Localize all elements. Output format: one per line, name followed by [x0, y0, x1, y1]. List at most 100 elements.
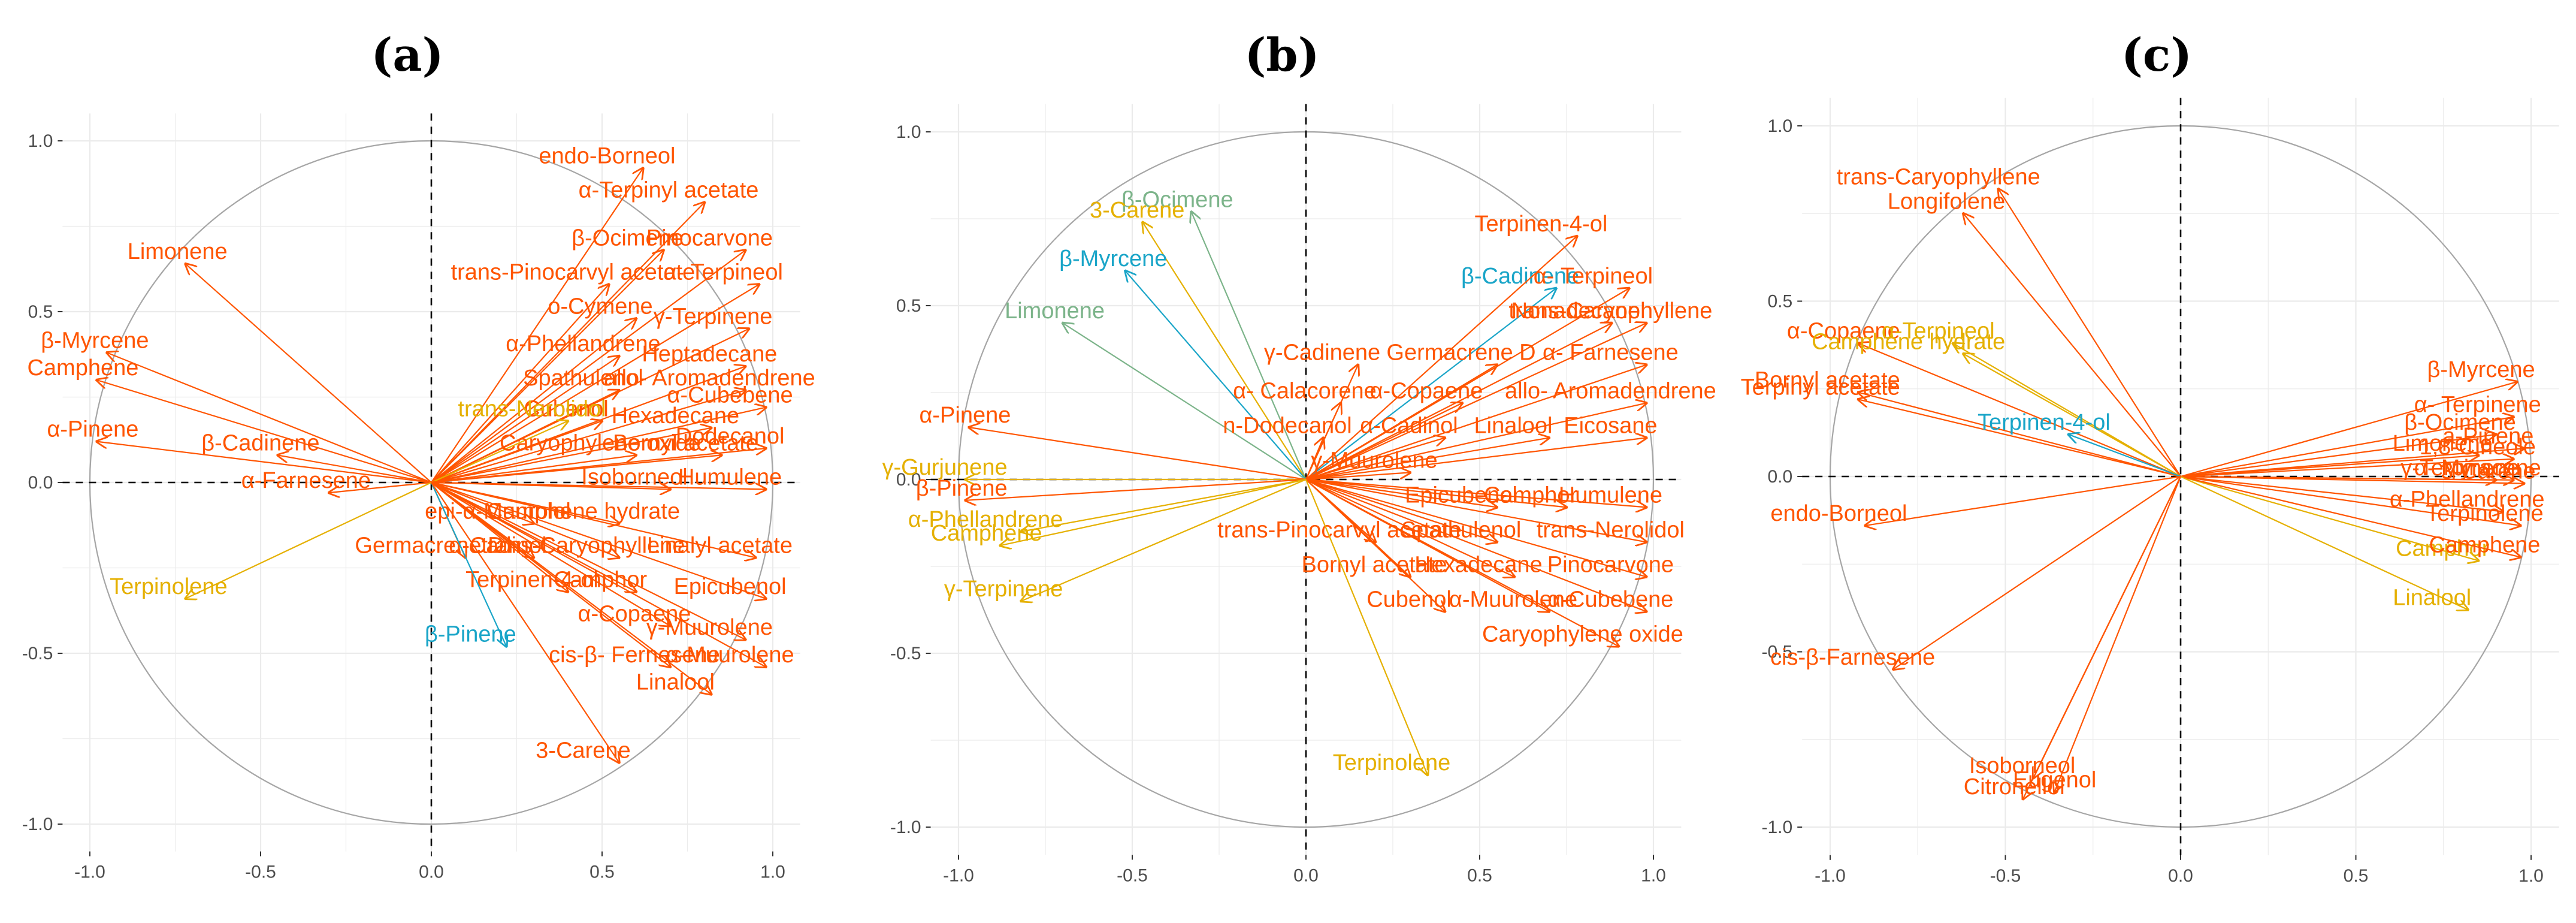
y-tick-label: -0.5 [22, 644, 53, 663]
vector-label: Terpinolene [2426, 501, 2543, 526]
vector-arrow [2180, 475, 2478, 560]
vector-label: 3-Carene [2441, 459, 2535, 484]
vector-arrow [966, 478, 1307, 500]
vector-arrow [1305, 479, 1619, 646]
vector-label: Linalool [636, 669, 715, 695]
vector-label: Camphor [2396, 536, 2490, 561]
vector-arrow [431, 481, 756, 557]
vector-label: Limonene [128, 239, 228, 264]
vector-label: α-Muurolene [666, 643, 794, 668]
vector-arrow [431, 421, 602, 484]
vector-label: α-Phellandrene [506, 331, 661, 357]
x-tick-label: -1.0 [1815, 866, 1846, 886]
vector-arrow [1305, 478, 1646, 507]
vector-arrow [1305, 438, 1646, 481]
vector-label: Camphene [931, 521, 1042, 546]
vector-arrow [1305, 478, 1646, 577]
vector-arrow [1305, 478, 1646, 542]
vector-label: 3-Carene [1090, 198, 1184, 223]
vector-arrow [431, 482, 670, 626]
vector-arrow [1305, 472, 1410, 481]
vector-label: Pinocarvone [1547, 552, 1674, 577]
y-tick-label: 0.0 [896, 470, 921, 490]
vector-arrow [431, 482, 745, 640]
vector-arrow [1125, 271, 1307, 480]
vector-arrow [431, 481, 766, 489]
vector-arrow [2180, 382, 2517, 478]
vector-label: Spathulenol [1401, 517, 1522, 542]
vector-label: α-Cubebene [1547, 587, 1673, 612]
panel-title: (a) [371, 28, 443, 82]
vector-label: Caryophylene oxide [500, 430, 701, 456]
vector-arrow [2069, 435, 2181, 478]
vector-label: Longifolene [1888, 189, 2006, 214]
vector-label: α-Pinene [47, 417, 138, 442]
vector-label: γ-Terpinene [944, 577, 1063, 602]
vector-arrow [1305, 288, 1556, 480]
vector-label: γ-Gurjunene [882, 455, 1007, 480]
vector-label: Terpinolene [1333, 750, 1450, 776]
vector-arrow [2023, 476, 2181, 799]
vector-arrow [1866, 475, 2181, 526]
vector-label: β-Myrcene [1059, 246, 1167, 272]
vector-label: endo-Borneol [539, 144, 675, 169]
vector-arrow [1305, 323, 1646, 480]
vector-label: Terpinen-4-ol [1978, 410, 2111, 435]
y-tick-label: 0.5 [28, 302, 53, 322]
vector-arrow [2180, 475, 2520, 557]
vector-arrow [431, 284, 609, 483]
vector-arrow [96, 380, 432, 484]
vector-arrow [329, 481, 432, 493]
vector-arrow [431, 448, 766, 484]
vector-label: α-Pinene [919, 403, 1011, 428]
vector-arrow [431, 168, 643, 483]
vector-label: Cubenol [524, 396, 609, 421]
vector-arrow [1305, 478, 1567, 507]
vector-arrow [1305, 236, 1577, 480]
vector-arrow [431, 390, 619, 483]
vector-label: α-Terpineol [1882, 319, 1995, 344]
vector-label: trans-Nerolidol [1537, 517, 1685, 542]
vector-label: β-Myrcene [41, 328, 149, 353]
x-tick-label: -1.0 [943, 865, 974, 885]
vector-arrow [1305, 438, 1445, 481]
x-tick-label: 0.5 [1467, 865, 1492, 885]
vector-arrow [1305, 365, 1646, 481]
vector-label: γ-Muurolene [1311, 448, 1437, 473]
vector-arrow [186, 482, 432, 599]
vector-label: β-Pinene [916, 476, 1008, 501]
vector-label: Eugenol [2013, 768, 2096, 793]
y-tick-label: 1.0 [896, 122, 921, 142]
vector-arrow [1000, 478, 1307, 545]
vector-arrow [2180, 456, 2478, 478]
x-tick-label: 0.0 [2168, 866, 2193, 886]
vector-arrow [1963, 354, 2181, 477]
chart-0-svg: -1.0 -0.5 0.0 0.5 1.0 -1.0 -0.5 0.0 0.5 1.0 (a) end… [22, 28, 815, 882]
vector-label: Camphene [27, 355, 138, 381]
vector-arrow [1142, 222, 1307, 480]
vector-arrow [1305, 478, 1497, 507]
panel-title: (b) [1244, 28, 1319, 82]
vector-arrow [1305, 478, 1497, 542]
y-tick-label: -0.5 [1761, 643, 1792, 662]
vector-label: α-Copaene [578, 601, 691, 626]
vector-label: α- Terpinyl acetate [1737, 375, 1900, 400]
y-tick-label: -1.0 [22, 815, 53, 834]
vector-arrow [1021, 478, 1307, 601]
vector-label: allo- Aromadendrene [1505, 378, 1716, 403]
vector-label: Spathulenol [523, 366, 643, 391]
vector-label: α- Terpinene [2414, 393, 2541, 418]
vector-label: β-Cadinene [1461, 264, 1579, 289]
vector-label: n-Dodecanol [1223, 413, 1352, 438]
vector-label: trans-Caryophyllene [1508, 298, 1712, 324]
vector-label: 1,8-Cineole [2420, 435, 2536, 460]
vector-arrow [2180, 475, 2520, 526]
vector-label: α- Calacorene [1233, 378, 1377, 403]
vector-label: Humulene [678, 464, 782, 490]
vector-label: trans-Nerolidol [458, 396, 606, 421]
y-tick-label: -1.0 [890, 818, 921, 837]
vector-arrow [1305, 478, 1646, 611]
vector-arrow [1305, 403, 1646, 481]
vector-label: Camphor [554, 567, 648, 592]
x-tick-label: -0.5 [1117, 865, 1148, 885]
